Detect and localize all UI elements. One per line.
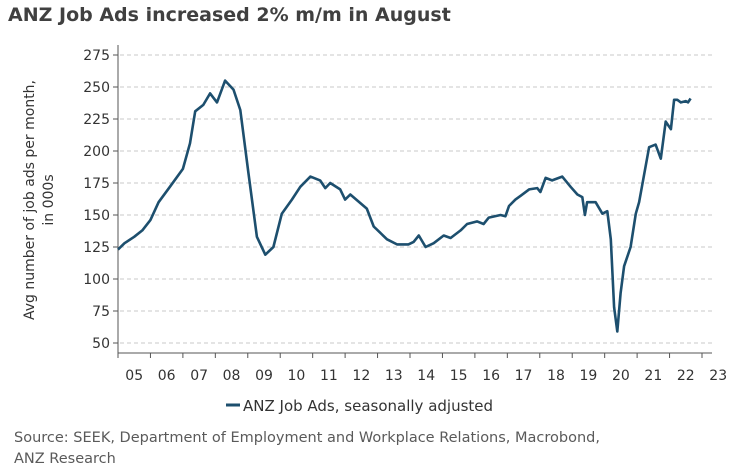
x-tick-label: 18: [547, 368, 565, 384]
x-tick-label: 05: [125, 368, 143, 384]
chart-title: ANZ Job Ads increased 2% m/m in August: [8, 4, 451, 26]
y-axis-label-line: in 000s: [41, 174, 57, 225]
y-tick-label: 250: [83, 80, 110, 96]
x-tick-label: 15: [450, 368, 468, 384]
x-tick-label: 20: [612, 368, 630, 384]
x-tick-label: 17: [515, 368, 533, 384]
x-tick-label: 12: [352, 368, 370, 384]
x-tick-label: 11: [320, 368, 338, 384]
source-line-2: ANZ Research: [14, 451, 116, 467]
y-tick-label: 100: [83, 272, 110, 288]
x-tick-label: 23: [709, 368, 727, 384]
source-note: Source: SEEK, Department of Employment a…: [14, 428, 729, 470]
x-tick-label: 14: [417, 368, 435, 384]
x-tick-label: 19: [580, 368, 598, 384]
x-tick-label: 21: [644, 368, 662, 384]
y-axis-label: Avg number of job ads per month, in 000s: [22, 80, 57, 320]
y-axis-label-line: Avg number of job ads per month,: [22, 80, 38, 320]
legend-label: ANZ Job Ads, seasonally adjusted: [243, 397, 493, 415]
x-tick-label: 06: [158, 368, 176, 384]
x-tick-label: 07: [190, 368, 208, 384]
x-tick-label: 16: [482, 368, 500, 384]
y-tick-label: 75: [92, 304, 110, 320]
y-tick-label: 225: [83, 112, 110, 128]
y-tick-label: 50: [92, 336, 110, 352]
x-tick-label: 09: [255, 368, 273, 384]
series-line-anz-job-ads: [117, 79, 692, 333]
y-tick-label: 275: [83, 48, 110, 64]
y-tick-label: 175: [83, 176, 110, 192]
y-tick-label: 200: [83, 144, 110, 160]
x-tick-label: 08: [223, 368, 241, 384]
y-tick-label: 125: [83, 240, 110, 256]
x-tick-label: 22: [677, 368, 695, 384]
x-tick-label: 13: [385, 368, 403, 384]
source-line-1: Source: SEEK, Department of Employment a…: [14, 430, 600, 446]
y-tick-label: 150: [83, 208, 110, 224]
x-tick-label: 10: [288, 368, 306, 384]
